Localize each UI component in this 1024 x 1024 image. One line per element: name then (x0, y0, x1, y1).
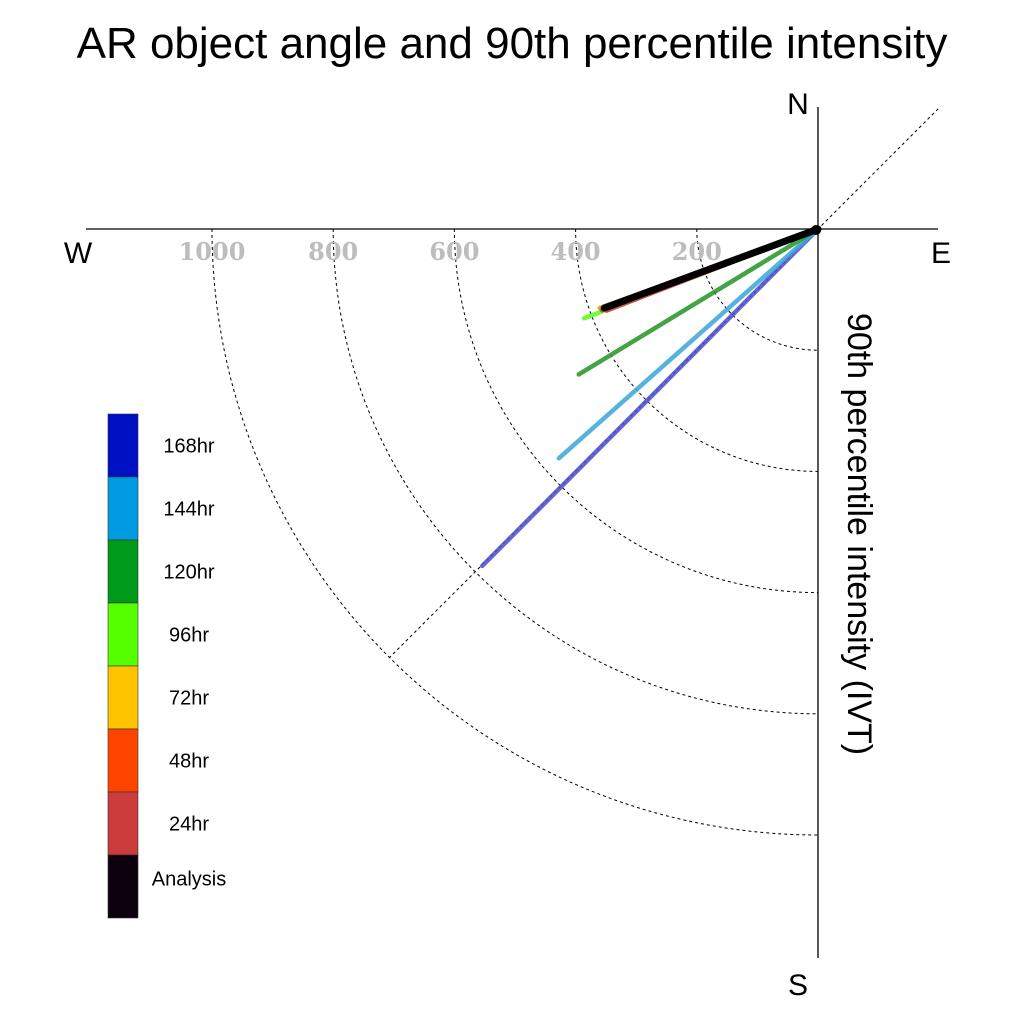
vector-series (479, 225, 822, 569)
chart-title: AR object angle and 90th percentile inte… (77, 19, 948, 68)
legend-label-168hr: 168hr (163, 436, 214, 458)
grid-arc-600 (453, 228, 819, 594)
grid-arc-200 (696, 228, 819, 351)
east-label: E (931, 237, 951, 270)
legend-label-144hr: 144hr (163, 499, 214, 521)
tick-label-400: 400 (551, 237, 601, 266)
y-axis-label: 90th percentile intensity (IVT) (840, 313, 878, 755)
radial-tick-labels: 200 400 600 800 1000 (179, 237, 722, 266)
tick-label-200: 200 (672, 237, 722, 266)
origin-point (811, 225, 821, 235)
legend-swatch-72hr (107, 665, 139, 730)
legend-label-120hr: 120hr (163, 562, 214, 584)
north-label: N (787, 88, 809, 121)
legend-swatch-48hr (107, 728, 139, 793)
grid-layer (211, 108, 939, 836)
tick-label-600: 600 (429, 237, 479, 266)
legend-swatch-144hr (107, 476, 139, 541)
legend-label-72hr: 72hr (169, 688, 209, 710)
legend-label-96hr: 96hr (169, 625, 209, 647)
legend-label-48hr: 48hr (169, 751, 209, 773)
legend-swatch-24hr (107, 791, 139, 856)
legend-swatch-120hr (107, 539, 139, 604)
grid-arc-400 (575, 228, 819, 472)
legend-swatch-168hr (107, 413, 139, 478)
west-label: W (64, 237, 93, 270)
legend-swatch-analysis (107, 854, 139, 919)
vector-144hr (556, 226, 821, 461)
legend-swatch-96hr (107, 602, 139, 667)
vector-120hr (576, 226, 821, 377)
vector-168hr (479, 226, 821, 569)
vector-analysis (600, 225, 822, 312)
south-label: S (788, 969, 808, 1002)
legend: 168hr 144hr 120hr 96hr 72hr 48hr 24hr Analysis (107, 413, 226, 919)
legend-label-24hr: 24hr (169, 814, 209, 836)
tick-label-1000: 1000 (179, 237, 246, 266)
tick-label-800: 800 (308, 237, 358, 266)
legend-label-analysis: Analysis (152, 869, 226, 891)
